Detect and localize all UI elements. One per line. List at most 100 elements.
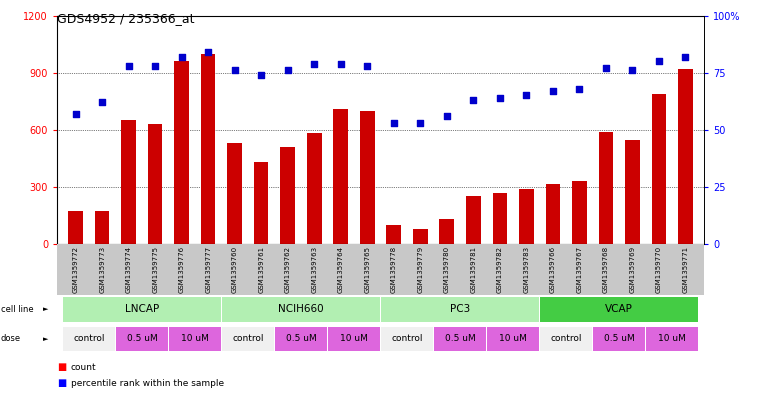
Text: GSM1359762: GSM1359762 — [285, 246, 291, 293]
Bar — [572, 181, 587, 244]
Point — [626, 67, 638, 73]
Point — [308, 61, 320, 67]
Point — [176, 53, 188, 60]
Text: 0.5 uM: 0.5 uM — [126, 334, 158, 343]
Text: 0.5 uM: 0.5 uM — [285, 334, 317, 343]
Text: control: control — [550, 334, 582, 343]
Text: GSM1359782: GSM1359782 — [497, 246, 503, 293]
Text: GSM1359770: GSM1359770 — [656, 246, 662, 293]
Bar — [169, 327, 221, 351]
Bar — [307, 134, 321, 244]
Text: GSM1359771: GSM1359771 — [683, 246, 689, 293]
Point — [414, 120, 426, 126]
Text: GSM1359775: GSM1359775 — [152, 246, 158, 293]
Bar — [540, 297, 698, 322]
Bar — [201, 54, 215, 244]
Text: ►: ► — [43, 336, 48, 342]
Bar — [333, 109, 348, 244]
Text: dose: dose — [1, 334, 21, 343]
Text: GSM1359769: GSM1359769 — [629, 246, 635, 293]
Bar — [63, 327, 115, 351]
Text: GSM1359773: GSM1359773 — [99, 246, 105, 293]
Bar — [594, 327, 645, 351]
Bar — [487, 327, 539, 351]
Text: 10 uM: 10 uM — [340, 334, 368, 343]
Point — [123, 63, 135, 69]
Point — [494, 95, 506, 101]
Text: GSM1359765: GSM1359765 — [365, 246, 371, 293]
Bar — [387, 225, 401, 244]
Bar — [435, 327, 486, 351]
Bar — [228, 143, 242, 244]
Bar — [625, 140, 640, 244]
Bar — [280, 147, 295, 244]
Point — [467, 97, 479, 103]
Point — [521, 92, 533, 99]
Point — [546, 88, 559, 94]
Bar — [381, 327, 433, 351]
Text: GSM1359772: GSM1359772 — [72, 246, 78, 293]
Point — [149, 63, 161, 69]
Bar — [148, 124, 162, 244]
Bar — [68, 211, 83, 244]
Text: ■: ■ — [57, 378, 66, 388]
Text: ■: ■ — [57, 362, 66, 373]
Point — [387, 120, 400, 126]
Text: LNCAP: LNCAP — [125, 305, 159, 314]
Text: GSM1359777: GSM1359777 — [205, 246, 212, 293]
Text: GSM1359780: GSM1359780 — [444, 246, 450, 293]
Text: PC3: PC3 — [450, 305, 470, 314]
Bar — [678, 69, 693, 244]
Point — [361, 63, 374, 69]
Text: 10 uM: 10 uM — [181, 334, 209, 343]
Text: 10 uM: 10 uM — [658, 334, 686, 343]
Text: GSM1359761: GSM1359761 — [258, 246, 264, 293]
Point — [255, 72, 267, 78]
Bar — [95, 211, 110, 244]
Bar — [492, 193, 507, 244]
Bar — [174, 61, 189, 244]
Point — [282, 67, 294, 73]
Bar — [360, 111, 374, 244]
Text: GSM1359766: GSM1359766 — [549, 246, 556, 293]
Bar — [222, 327, 274, 351]
Bar — [63, 297, 221, 322]
Bar — [599, 132, 613, 244]
Text: cell line: cell line — [1, 305, 33, 314]
Bar — [466, 196, 481, 244]
Point — [202, 49, 215, 55]
Bar — [381, 297, 539, 322]
Point — [228, 67, 240, 73]
Bar — [254, 162, 269, 244]
Text: GSM1359781: GSM1359781 — [470, 246, 476, 293]
Bar — [116, 327, 167, 351]
Bar — [540, 327, 592, 351]
Bar — [519, 189, 533, 244]
Text: 0.5 uM: 0.5 uM — [444, 334, 476, 343]
Text: GSM1359763: GSM1359763 — [311, 246, 317, 293]
Text: GSM1359760: GSM1359760 — [231, 246, 237, 293]
Text: GSM1359764: GSM1359764 — [338, 246, 344, 293]
Bar — [275, 327, 326, 351]
Bar — [546, 184, 560, 244]
Point — [441, 113, 453, 119]
Bar — [328, 327, 380, 351]
Point — [680, 53, 692, 60]
Text: control: control — [232, 334, 264, 343]
Text: 10 uM: 10 uM — [499, 334, 527, 343]
Bar — [440, 219, 454, 244]
Bar — [646, 327, 698, 351]
Bar — [651, 94, 666, 244]
Text: control: control — [391, 334, 423, 343]
Text: GSM1359783: GSM1359783 — [524, 246, 530, 293]
Text: count: count — [71, 363, 97, 372]
Bar — [121, 120, 136, 244]
Point — [69, 110, 81, 117]
Point — [335, 61, 347, 67]
Text: 0.5 uM: 0.5 uM — [603, 334, 635, 343]
Text: percentile rank within the sample: percentile rank within the sample — [71, 379, 224, 387]
Text: GSM1359776: GSM1359776 — [179, 246, 185, 293]
Text: GSM1359778: GSM1359778 — [390, 246, 396, 293]
Bar — [413, 230, 428, 244]
Text: GSM1359774: GSM1359774 — [126, 246, 132, 293]
